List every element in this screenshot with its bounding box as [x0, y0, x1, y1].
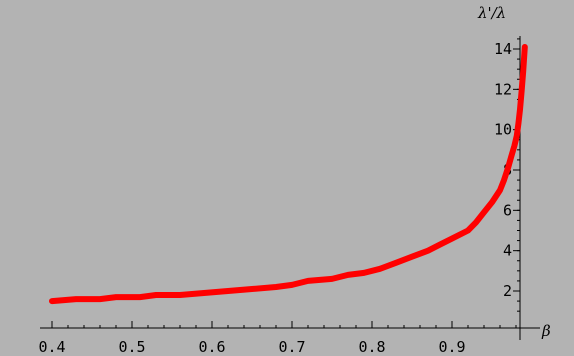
- x-tick-label: 0.4: [38, 338, 65, 356]
- series-line: [49, 44, 528, 305]
- series-layer: [49, 44, 528, 305]
- y-tick-label: 4: [503, 242, 512, 260]
- y-tick-label: 2: [503, 282, 512, 300]
- y-tick-label: 14: [494, 40, 512, 58]
- y-tick-label: 10: [494, 121, 512, 139]
- x-tick-label: 0.6: [198, 338, 225, 356]
- x-axis: 0.4 0.5 0.6 0.7 0.8 0.9: [38, 321, 540, 356]
- y-tick-label: 12: [494, 80, 512, 98]
- x-axis-label: β: [541, 322, 551, 340]
- x-tick-label: 0.9: [438, 338, 465, 356]
- y-tick-label: 6: [503, 201, 512, 219]
- y-axis-label: λ'/λ: [477, 4, 506, 22]
- x-tick-label: 0.7: [278, 338, 305, 356]
- x-tick-label: 0.5: [118, 338, 145, 356]
- x-tick-label: 0.8: [358, 338, 385, 356]
